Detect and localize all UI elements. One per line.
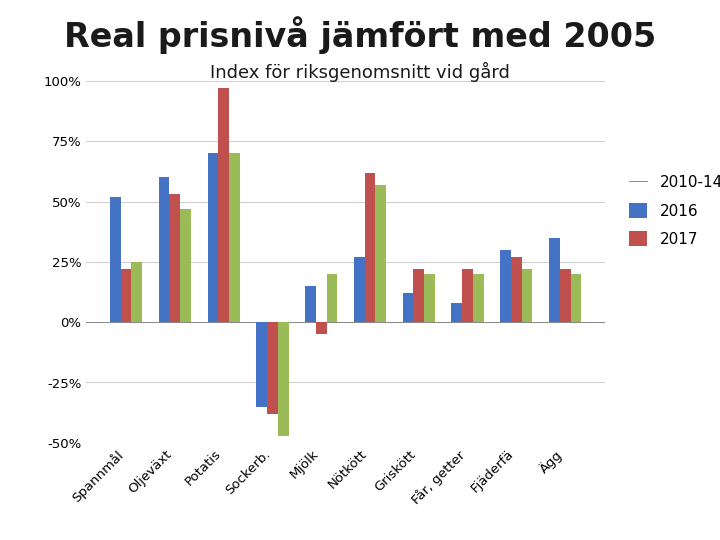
Bar	[462, 269, 473, 322]
Bar	[451, 303, 462, 322]
Bar	[549, 238, 559, 322]
Text: Index för riksgenomsnitt vid gård: Index för riksgenomsnitt vid gård	[210, 62, 510, 82]
Bar	[158, 178, 169, 322]
Bar	[500, 250, 511, 322]
Bar	[375, 185, 386, 322]
Bar	[180, 209, 191, 322]
Bar	[402, 293, 413, 322]
Bar	[132, 262, 142, 322]
Bar	[559, 269, 570, 322]
Bar	[305, 286, 316, 322]
Bar	[413, 269, 424, 322]
Bar	[327, 274, 337, 322]
Bar	[278, 322, 289, 436]
Bar	[229, 153, 240, 322]
Bar	[256, 322, 267, 407]
Bar	[511, 257, 522, 322]
Bar	[267, 322, 278, 414]
Text: Real prisnivå jämfört med 2005: Real prisnivå jämfört med 2005	[64, 16, 656, 54]
Legend: 2010-14, 2016, 2017: 2010-14, 2016, 2017	[623, 168, 720, 253]
Bar	[218, 88, 229, 322]
Bar	[121, 269, 132, 322]
Bar	[316, 322, 327, 334]
Bar	[570, 274, 581, 322]
Bar	[522, 269, 533, 322]
Bar	[354, 257, 364, 322]
Bar	[110, 197, 121, 322]
Bar	[424, 274, 435, 322]
Bar	[207, 153, 218, 322]
Bar	[169, 194, 180, 322]
Bar	[364, 173, 375, 322]
Bar	[473, 274, 484, 322]
